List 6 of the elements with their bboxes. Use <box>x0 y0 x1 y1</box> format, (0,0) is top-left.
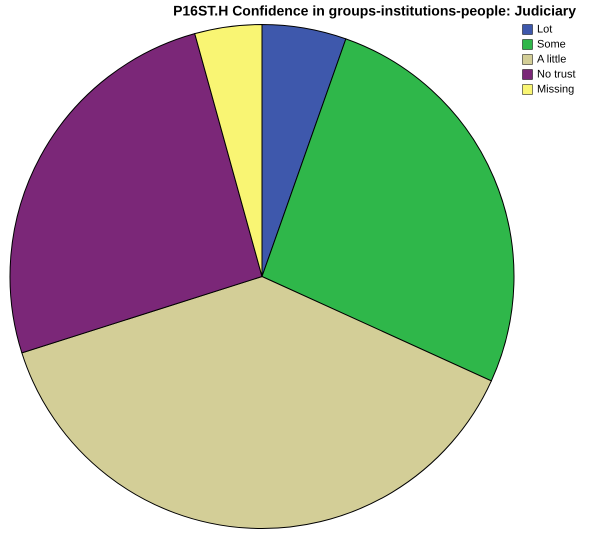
chart-title: P16ST.H Confidence in groups-institutions-people: Judiciary <box>173 2 576 18</box>
legend-label: A little <box>537 54 566 66</box>
legend-label: Some <box>537 38 566 50</box>
legend-label: Lot <box>537 24 552 36</box>
legend-label: Missing <box>537 84 574 96</box>
legend-label: No trust <box>537 68 576 80</box>
